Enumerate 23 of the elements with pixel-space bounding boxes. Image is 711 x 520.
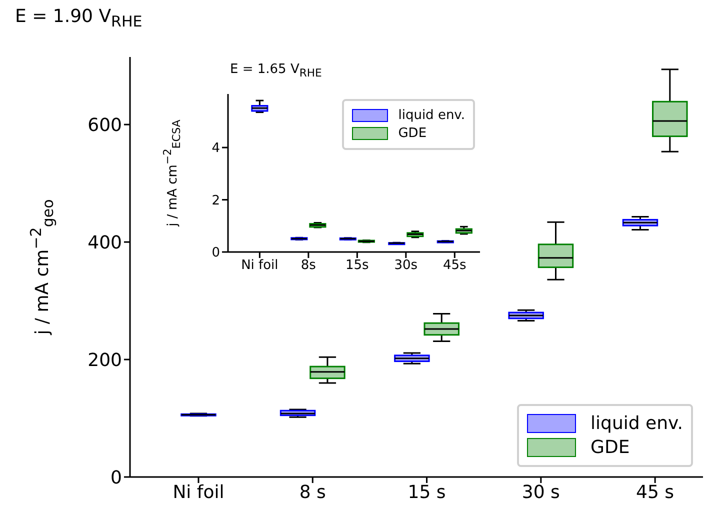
y-tick-label: 4 xyxy=(212,141,220,156)
x-tick-label: Ni foil xyxy=(172,482,224,503)
x-tick-label: 30s xyxy=(394,258,418,274)
x-tick-label: 45 s xyxy=(636,482,674,503)
x-tick-label: 8 s xyxy=(299,482,326,503)
y-tick-label: 0 xyxy=(212,246,220,261)
x-tick-label: Ni foil xyxy=(241,258,278,274)
chart-title: E = 1.90 V$_{RHE}$ xyxy=(15,6,142,31)
legend-label: GDE xyxy=(398,126,427,141)
x-tick-label: 8s xyxy=(300,258,316,274)
y-tick-label: 400 xyxy=(88,232,122,254)
legend-label: liquid env. xyxy=(590,413,683,434)
x-tick-label: 15s xyxy=(346,258,370,274)
legend-label: liquid env. xyxy=(398,108,465,123)
y-tick-label: 0 xyxy=(110,467,122,488)
x-tick-label: 15 s xyxy=(408,482,446,503)
x-tick-label: 30 s xyxy=(522,482,560,503)
y-tick-label: 200 xyxy=(88,350,122,371)
legend-label: GDE xyxy=(590,437,630,458)
y-tick-label: 2 xyxy=(212,193,220,208)
x-tick-label: 45s xyxy=(442,258,467,274)
y-tick-label: 600 xyxy=(88,114,122,136)
chart-title: E = 1.65 V$_{RHE}$ xyxy=(230,62,322,80)
